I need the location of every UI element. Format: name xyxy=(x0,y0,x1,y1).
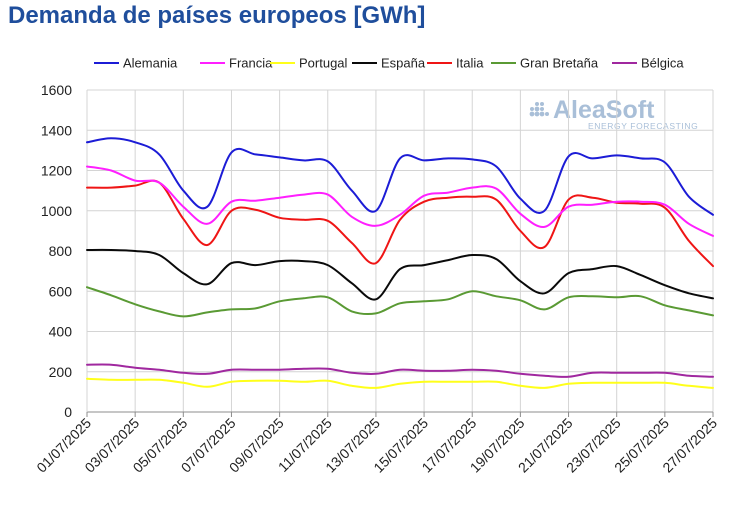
y-tick-label-1200: 1200 xyxy=(41,163,72,179)
legend-label-portugal: Portugal xyxy=(299,56,348,71)
watermark-dot-7 xyxy=(539,111,545,117)
legend: Alemania Francia Portugal España Italia Gran … xyxy=(94,56,684,71)
watermark-dot-1 xyxy=(540,102,544,106)
y-tick-label-1400: 1400 xyxy=(41,122,72,138)
series-line-españa xyxy=(86,248,714,301)
watermark-dot-6 xyxy=(534,111,540,117)
legend-label-francia: Francia xyxy=(229,56,273,71)
y-tick-label-1600: 1600 xyxy=(41,82,72,98)
axes: 0200400600800100012001400160001/07/20250… xyxy=(33,82,720,476)
legend-label-alemania: Alemania xyxy=(123,56,178,71)
grid-lines xyxy=(86,89,714,412)
watermark-dot-2 xyxy=(530,107,534,111)
series-line-alemania xyxy=(86,137,714,216)
legend-label-españa: España xyxy=(381,56,426,71)
y-tick-label-200: 200 xyxy=(49,364,73,380)
watermark-dot-5 xyxy=(529,111,535,117)
watermark-dot-8 xyxy=(545,112,549,116)
watermark-dot-3 xyxy=(534,106,540,112)
series-line-gran-bretaña xyxy=(86,286,714,318)
series-line-bélgica xyxy=(86,363,714,378)
watermark-dot-0 xyxy=(535,102,539,106)
legend-label-italia: Italia xyxy=(456,56,484,71)
y-tick-label-600: 600 xyxy=(49,283,73,299)
legend-label-bélgica: Bélgica xyxy=(641,56,684,71)
y-tick-label-800: 800 xyxy=(49,243,73,259)
y-tick-label-1000: 1000 xyxy=(41,203,72,219)
watermark-dot-4 xyxy=(540,107,544,111)
watermark-title: AleaSoft xyxy=(553,96,655,124)
watermark-subtitle: ENERGY FORECASTING xyxy=(588,121,698,131)
series-line-italia xyxy=(86,179,714,268)
chart-title: Demanda de países europeos [GWh] xyxy=(8,2,426,29)
y-tick-label-400: 400 xyxy=(49,324,73,340)
legend-label-gran-bretaña: Gran Bretaña xyxy=(520,56,599,71)
y-tick-label-0: 0 xyxy=(64,404,72,420)
series-lines xyxy=(86,137,714,389)
series-line-portugal xyxy=(86,377,714,389)
series-line-francia xyxy=(86,165,714,237)
